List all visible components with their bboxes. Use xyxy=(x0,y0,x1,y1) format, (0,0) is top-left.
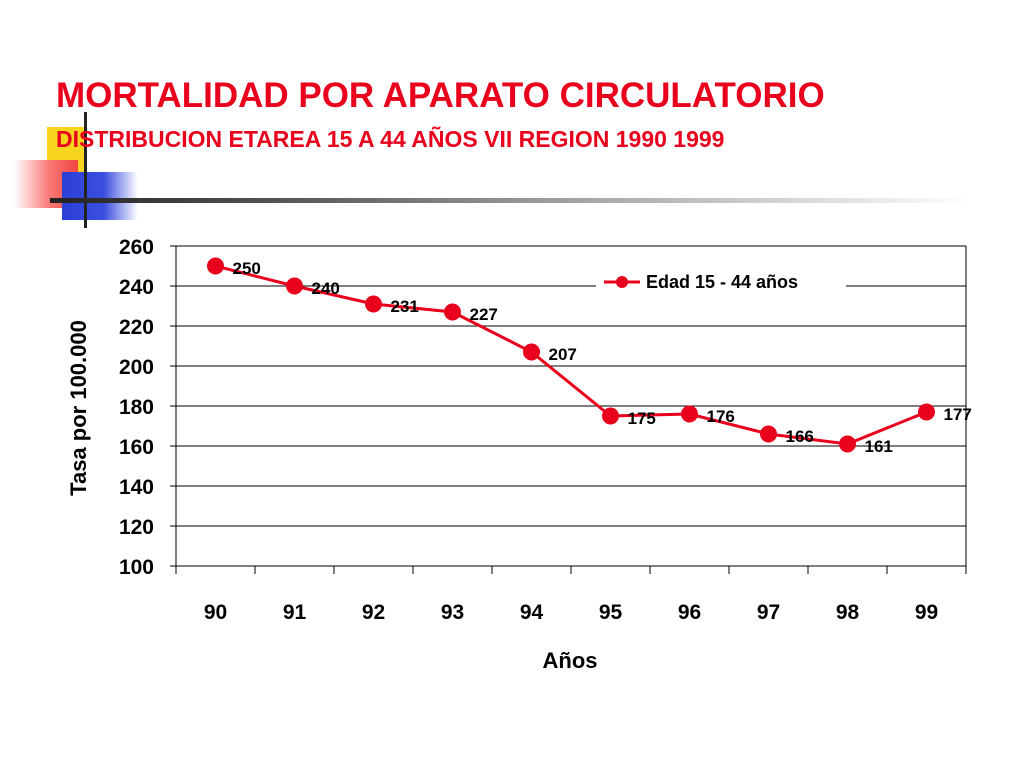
legend: Edad 15 - 44 años xyxy=(596,266,846,298)
data-point xyxy=(365,295,382,313)
y-tick-label: 120 xyxy=(119,516,154,539)
series-line xyxy=(215,264,928,446)
y-tick-label: 260 xyxy=(119,236,154,259)
data-label: 177 xyxy=(944,405,972,424)
slide-title: MORTALIDAD POR APARATO CIRCULATORIO xyxy=(56,76,825,115)
x-tick-label: 91 xyxy=(283,601,307,624)
slide-subtitle: DISTRIBUCION ETAREA 15 A 44 AÑOS VII REG… xyxy=(56,126,725,152)
data-label: 175 xyxy=(628,409,656,428)
x-tick-label: 96 xyxy=(678,601,701,624)
data-point xyxy=(207,257,224,275)
axes: 100 120 140 160 180 200 220 240 260 90 91 92 93 94 95 9… xyxy=(119,236,967,624)
y-tick-label: 140 xyxy=(119,476,154,499)
data-label: 161 xyxy=(865,437,893,456)
data-label: 231 xyxy=(391,297,419,316)
decorative-horizontal-rule xyxy=(50,198,970,203)
y-axis-title: Tasa por 100.000 xyxy=(66,320,91,496)
data-label: 240 xyxy=(312,279,340,298)
data-label: 166 xyxy=(786,427,814,446)
data-point xyxy=(839,435,856,453)
y-tick-label: 180 xyxy=(119,396,154,419)
x-tick-label: 98 xyxy=(836,601,860,624)
data-point xyxy=(918,403,935,421)
data-label: 176 xyxy=(707,407,735,426)
y-tick-label: 220 xyxy=(119,316,154,339)
y-tick-label: 100 xyxy=(119,556,154,579)
data-label: 227 xyxy=(470,305,498,324)
legend-label: Edad 15 - 44 años xyxy=(646,272,798,292)
x-tick-label: 97 xyxy=(757,601,780,624)
data-point xyxy=(286,277,303,295)
data-point xyxy=(523,343,540,361)
x-tick-label: 92 xyxy=(362,601,385,624)
data-point xyxy=(681,405,698,423)
y-tick-label: 200 xyxy=(119,356,154,379)
data-point xyxy=(760,425,777,443)
decorative-blue-square xyxy=(62,172,138,220)
legend-marker xyxy=(616,276,628,288)
decorative-vertical-line xyxy=(84,112,87,228)
x-axis-title: Años xyxy=(543,648,598,673)
data-point xyxy=(602,407,619,425)
y-tick-label: 240 xyxy=(119,276,154,299)
x-tick-label: 95 xyxy=(599,601,623,624)
data-label: 207 xyxy=(549,345,577,364)
x-tick-label: 94 xyxy=(520,601,544,624)
data-point xyxy=(444,303,461,321)
data-label: 250 xyxy=(233,259,261,278)
y-tick-label: 160 xyxy=(119,436,154,459)
x-tick-label: 90 xyxy=(204,601,227,624)
x-tick-label: 99 xyxy=(915,601,938,624)
series-edad-15-44: 250 240 231 227 207 175 176 166 161 177 xyxy=(207,257,972,456)
x-tick-label: 93 xyxy=(441,601,464,624)
